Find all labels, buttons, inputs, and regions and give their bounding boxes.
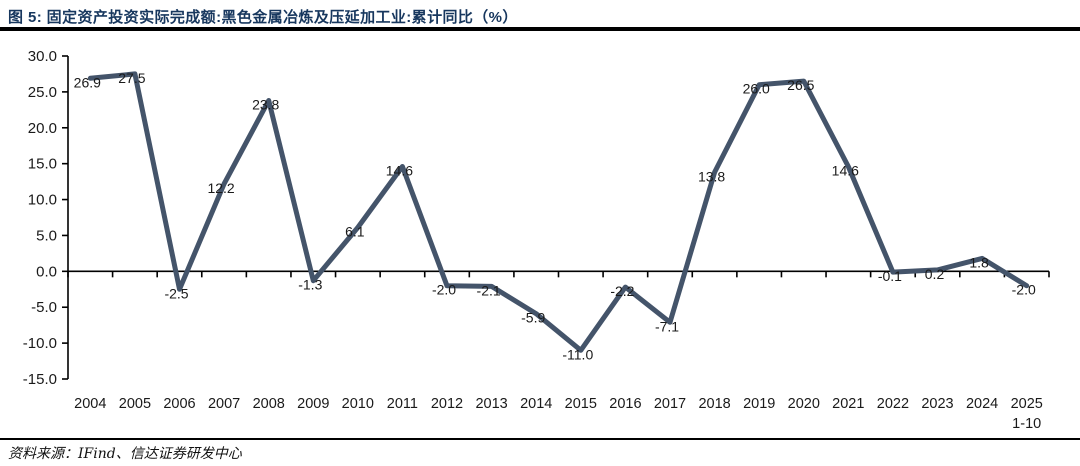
header-divider [0, 27, 1080, 31]
svg-text:2019: 2019 [743, 396, 775, 412]
svg-text:-5.0: -5.0 [31, 299, 57, 316]
svg-text:0.0: 0.0 [36, 263, 57, 280]
svg-text:2022: 2022 [877, 396, 909, 412]
svg-text:2015: 2015 [565, 396, 597, 412]
svg-text:14.6: 14.6 [832, 163, 859, 179]
svg-text:6.1: 6.1 [345, 224, 365, 240]
svg-text:20.0: 20.0 [28, 120, 57, 137]
svg-text:2013: 2013 [475, 396, 507, 412]
line-chart: 30.0 25.0 20.0 15.0 10.0 5.0 0.0 -5.0 -10.0 -15.0… [23, 48, 1050, 432]
svg-text:2009: 2009 [297, 396, 329, 412]
svg-text:26.0: 26.0 [743, 81, 770, 97]
svg-text:26.9: 26.9 [74, 74, 101, 90]
y-axis-labels: 30.0 25.0 20.0 15.0 10.0 5.0 0.0 -5.0 -10.0 -15.0 [23, 48, 57, 388]
svg-text:14.6: 14.6 [386, 163, 413, 179]
y-axis [62, 55, 69, 380]
svg-text:-10.0: -10.0 [23, 335, 57, 352]
svg-text:-2.0: -2.0 [432, 282, 456, 298]
svg-text:5.0: 5.0 [36, 227, 57, 244]
svg-text:2020: 2020 [788, 396, 820, 412]
svg-text:-7.1: -7.1 [655, 318, 679, 334]
svg-text:2012: 2012 [431, 396, 463, 412]
data-labels: 26.9 27.5 -2.5 12.2 23.8 -1.3 6.1 14.6 -2.0 -2.1 -… [74, 70, 1036, 362]
svg-text:-2.5: -2.5 [164, 285, 188, 301]
svg-text:2016: 2016 [609, 396, 641, 412]
svg-text:2005: 2005 [119, 396, 151, 412]
footer-divider [0, 438, 1080, 440]
svg-text:2024: 2024 [966, 396, 998, 412]
svg-text:27.5: 27.5 [118, 70, 145, 86]
svg-text:2014: 2014 [520, 396, 552, 412]
svg-text:10.0: 10.0 [28, 192, 57, 209]
svg-text:-11.0: -11.0 [562, 346, 593, 362]
svg-text:-0.1: -0.1 [878, 268, 902, 284]
svg-text:30.0: 30.0 [28, 48, 57, 65]
svg-text:2018: 2018 [698, 396, 730, 412]
x-axis [67, 270, 1050, 278]
svg-text:26.5: 26.5 [787, 77, 814, 93]
svg-text:-2.1: -2.1 [477, 282, 501, 298]
svg-text:23.8: 23.8 [252, 97, 279, 113]
svg-text:-15.0: -15.0 [23, 371, 57, 388]
svg-text:2007: 2007 [208, 396, 240, 412]
svg-text:-1.3: -1.3 [298, 277, 322, 293]
svg-text:2011: 2011 [387, 396, 418, 412]
svg-text:2004: 2004 [74, 396, 106, 412]
data-line [87, 71, 1030, 353]
svg-text:-5.9: -5.9 [521, 310, 545, 326]
svg-text:-2.2: -2.2 [610, 283, 634, 299]
svg-text:15.0: 15.0 [28, 156, 57, 173]
svg-text:0.2: 0.2 [925, 266, 945, 282]
svg-text:2008: 2008 [253, 396, 285, 412]
svg-text:2023: 2023 [921, 396, 953, 412]
svg-text:2006: 2006 [163, 396, 195, 412]
figure-title: 图 5: 固定资产投资实际完成额:黑色金属冶炼及压延加工业:累计同比（%） [8, 9, 518, 26]
svg-text:12.2: 12.2 [207, 180, 234, 196]
x-axis-labels: 2004 2005 2006 2007 2008 2009 2010 2011 2012 2013… [74, 396, 1043, 432]
svg-text:2010: 2010 [342, 396, 374, 412]
svg-text:25.0: 25.0 [28, 84, 57, 101]
svg-text:-2.0: -2.0 [1012, 282, 1036, 298]
svg-text:1.8: 1.8 [969, 254, 989, 270]
source-note: 资料来源：IFind、信达证券研发中心 [8, 446, 242, 462]
svg-text:2021: 2021 [832, 396, 864, 412]
svg-text:13.8: 13.8 [698, 168, 725, 184]
svg-text:2017: 2017 [654, 396, 686, 412]
